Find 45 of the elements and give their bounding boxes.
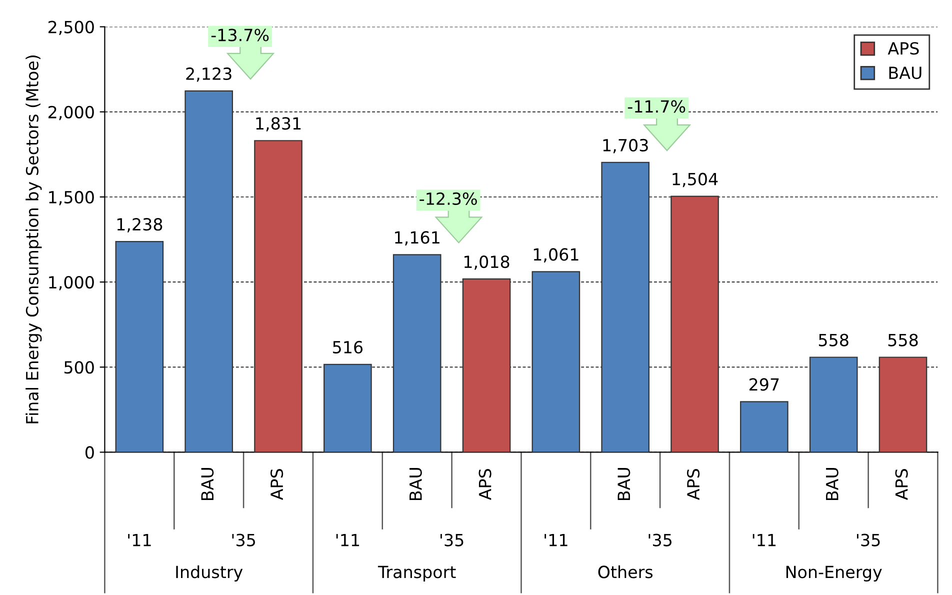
y-tick-label: 0 bbox=[85, 446, 94, 459]
data-label: 1,238 bbox=[117, 218, 162, 232]
y-tick-label: 2,000 bbox=[48, 106, 94, 120]
text: '11 bbox=[752, 534, 776, 546]
x-tick-label: BAU bbox=[826, 468, 838, 500]
x-tick-label: BAU bbox=[410, 468, 422, 500]
y-tick-label: 2,500 bbox=[48, 20, 94, 36]
x-tick-label: APS bbox=[686, 469, 700, 500]
x-tick-label: BAU bbox=[618, 468, 630, 500]
y-axis-title: Final Energy Consumption by Sectors (Mtoe) bbox=[26, 56, 42, 424]
legend-label: APS bbox=[888, 42, 919, 55]
text: Industry bbox=[176, 565, 243, 582]
data-label: 1,703 bbox=[603, 138, 648, 154]
text: '35 bbox=[440, 534, 464, 546]
annotation: -11.7% bbox=[628, 100, 686, 113]
legend-label: BAU bbox=[889, 66, 922, 80]
annotation: -12.3% bbox=[420, 192, 477, 206]
text: '35 bbox=[232, 534, 255, 546]
x-tick-label: APS bbox=[270, 469, 284, 500]
data-label: 1,018 bbox=[464, 255, 510, 270]
text: Transport bbox=[378, 566, 456, 582]
x-tick-label: BAU bbox=[201, 468, 214, 500]
text: '11 bbox=[128, 534, 151, 546]
data-label: 1,161 bbox=[395, 231, 440, 246]
data-label: 2,123 bbox=[186, 67, 232, 82]
y-tick-label: 1,000 bbox=[49, 276, 94, 290]
text: '11 bbox=[544, 534, 568, 546]
text: Non-Energy bbox=[786, 566, 882, 582]
data-label: 1,831 bbox=[256, 117, 301, 132]
x-tick-label: APS bbox=[895, 469, 908, 500]
data-label: 558 bbox=[888, 334, 918, 346]
text: '35 bbox=[857, 534, 880, 546]
annotation: -13.7% bbox=[211, 28, 269, 42]
text: '11 bbox=[336, 534, 360, 546]
data-label: 1,061 bbox=[534, 248, 578, 262]
data-label: 297 bbox=[749, 378, 779, 391]
y-tick-label: 1,500 bbox=[49, 190, 94, 206]
text: '35 bbox=[648, 534, 672, 546]
text: Others bbox=[598, 565, 653, 578]
data-label: 1,504 bbox=[672, 172, 718, 188]
data-label: 558 bbox=[818, 334, 848, 346]
x-tick-label: APS bbox=[478, 469, 492, 500]
bar bbox=[740, 401, 788, 452]
y-tick-label: 500 bbox=[64, 361, 94, 374]
data-label: 516 bbox=[333, 340, 363, 354]
